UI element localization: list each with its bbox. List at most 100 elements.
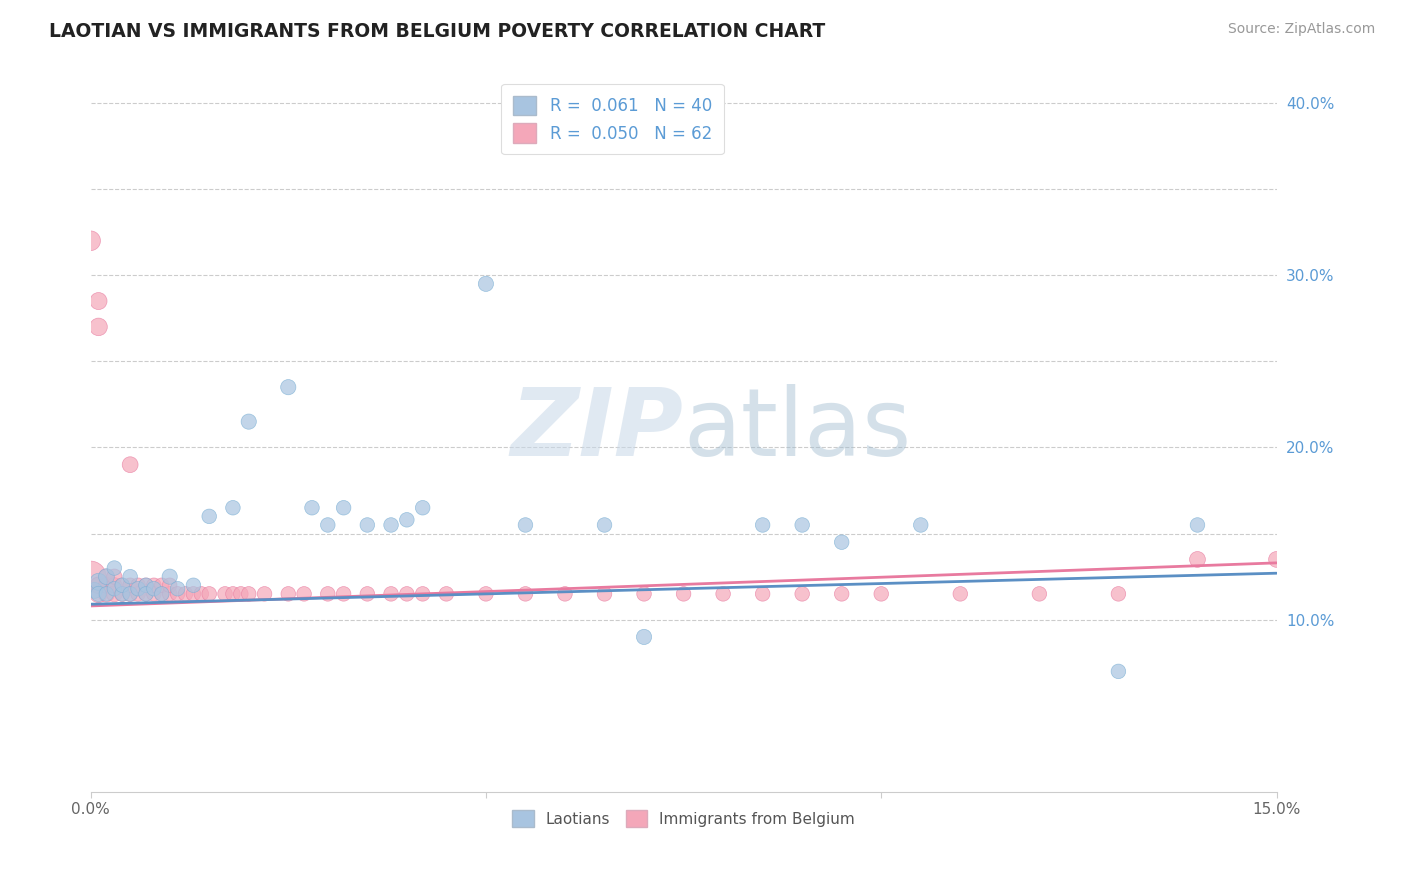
- Point: [1028, 587, 1050, 601]
- Point: [142, 587, 165, 601]
- Point: [142, 582, 165, 596]
- Point: [238, 415, 260, 429]
- Point: [301, 500, 323, 515]
- Legend: Laotians, Immigrants from Belgium: Laotians, Immigrants from Belgium: [505, 802, 863, 835]
- Point: [316, 518, 339, 533]
- Point: [183, 578, 205, 592]
- Point: [135, 587, 157, 601]
- Point: [198, 509, 221, 524]
- Point: [910, 518, 932, 533]
- Point: [792, 518, 814, 533]
- Point: [96, 569, 118, 583]
- Point: [135, 578, 157, 592]
- Point: [127, 587, 149, 601]
- Point: [222, 500, 245, 515]
- Point: [593, 587, 616, 601]
- Text: Source: ZipAtlas.com: Source: ZipAtlas.com: [1227, 22, 1375, 37]
- Point: [831, 587, 853, 601]
- Point: [222, 587, 245, 601]
- Point: [127, 578, 149, 592]
- Point: [277, 380, 299, 394]
- Point: [127, 582, 149, 596]
- Point: [159, 578, 181, 592]
- Point: [142, 578, 165, 592]
- Point: [214, 587, 236, 601]
- Point: [120, 578, 142, 592]
- Point: [792, 587, 814, 601]
- Point: [633, 630, 655, 644]
- Point: [103, 569, 125, 583]
- Point: [316, 587, 339, 601]
- Point: [183, 587, 205, 601]
- Point: [83, 583, 105, 598]
- Point: [380, 587, 402, 601]
- Point: [751, 587, 773, 601]
- Point: [174, 587, 197, 601]
- Point: [120, 587, 142, 601]
- Point: [120, 587, 142, 601]
- Point: [111, 578, 134, 592]
- Point: [711, 587, 734, 601]
- Point: [1187, 552, 1209, 566]
- Point: [87, 587, 110, 601]
- Point: [332, 587, 354, 601]
- Point: [103, 561, 125, 575]
- Point: [111, 587, 134, 601]
- Point: [166, 582, 188, 596]
- Point: [1187, 518, 1209, 533]
- Point: [96, 578, 118, 592]
- Point: [356, 587, 378, 601]
- Point: [831, 535, 853, 549]
- Point: [103, 587, 125, 601]
- Point: [87, 319, 110, 334]
- Point: [103, 578, 125, 592]
- Point: [395, 587, 418, 601]
- Point: [633, 587, 655, 601]
- Point: [380, 518, 402, 533]
- Point: [190, 587, 212, 601]
- Point: [1265, 552, 1288, 566]
- Point: [434, 587, 457, 601]
- Point: [238, 587, 260, 601]
- Point: [412, 587, 434, 601]
- Point: [515, 587, 537, 601]
- Point: [159, 569, 181, 583]
- Point: [593, 518, 616, 533]
- Point: [253, 587, 276, 601]
- Point: [1107, 665, 1129, 679]
- Point: [135, 578, 157, 592]
- Point: [87, 574, 110, 589]
- Point: [949, 587, 972, 601]
- Point: [475, 587, 498, 601]
- Point: [111, 578, 134, 592]
- Point: [120, 458, 142, 472]
- Point: [475, 277, 498, 291]
- Text: LAOTIAN VS IMMIGRANTS FROM BELGIUM POVERTY CORRELATION CHART: LAOTIAN VS IMMIGRANTS FROM BELGIUM POVER…: [49, 22, 825, 41]
- Point: [166, 587, 188, 601]
- Text: ZIP: ZIP: [510, 384, 683, 476]
- Point: [96, 587, 118, 601]
- Point: [870, 587, 893, 601]
- Point: [120, 569, 142, 583]
- Point: [87, 294, 110, 309]
- Point: [159, 587, 181, 601]
- Point: [672, 587, 695, 601]
- Point: [96, 569, 118, 583]
- Point: [332, 500, 354, 515]
- Point: [96, 587, 118, 601]
- Point: [150, 587, 173, 601]
- Point: [395, 513, 418, 527]
- Point: [135, 587, 157, 601]
- Point: [554, 587, 576, 601]
- Point: [150, 587, 173, 601]
- Text: atlas: atlas: [683, 384, 912, 476]
- Point: [751, 518, 773, 533]
- Point: [229, 587, 252, 601]
- Point: [292, 587, 315, 601]
- Point: [79, 234, 101, 248]
- Point: [79, 569, 101, 583]
- Point: [87, 587, 110, 601]
- Point: [198, 587, 221, 601]
- Point: [150, 578, 173, 592]
- Point: [103, 582, 125, 596]
